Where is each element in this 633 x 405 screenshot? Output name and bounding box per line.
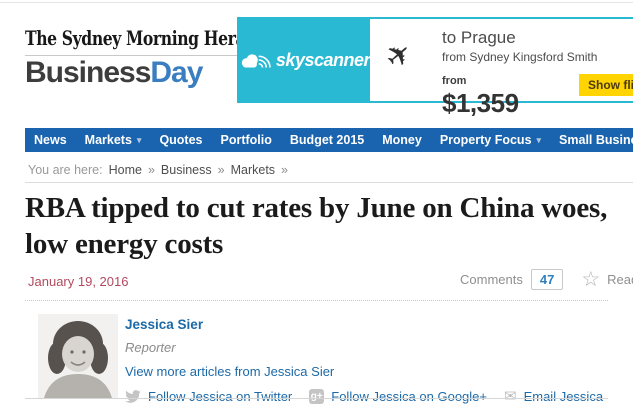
chevron-down-icon: ▾ <box>136 134 142 145</box>
breadcrumb-prefix: You are here: <box>28 163 103 177</box>
businessday-logo-business: Business <box>25 56 151 89</box>
author-more-articles-link[interactable]: View more articles from Jessica Sier <box>125 364 335 379</box>
breadcrumb-divider <box>25 182 633 183</box>
author-role: Reporter <box>125 340 176 355</box>
businessday-logo-day: Day <box>150 56 203 89</box>
email-author-link[interactable]: ✉ Email Jessica <box>504 388 604 405</box>
breadcrumb-separator: » <box>281 163 288 177</box>
breadcrumb-link-home[interactable]: Home <box>108 163 142 177</box>
page-top-divider <box>0 2 633 3</box>
masthead: The Sydney Morning Herald BusinessDay <box>25 26 328 90</box>
author-section-bottom-divider <box>25 398 608 399</box>
nav-item-money[interactable]: Money <box>382 133 422 147</box>
businessday-logo-link[interactable]: BusinessDay <box>25 56 203 89</box>
googleplus-icon: g+ <box>309 389 325 404</box>
breadcrumb: You are here: Home » Business » Markets … <box>28 163 288 177</box>
author-name-link[interactable]: Jessica Sier <box>125 317 204 332</box>
masthead-divider <box>25 55 238 56</box>
nav-item-portfolio[interactable]: Portfolio <box>220 133 272 147</box>
skyscanner-logo-panel: skyscanner <box>239 19 371 101</box>
nav-item-news[interactable]: News <box>34 133 67 147</box>
nav-item-markets[interactable]: Markets ▾ <box>84 133 142 147</box>
author-social-links: Follow Jessica on Twitter g+ Follow Jess… <box>125 389 620 404</box>
plane-icon: ✈ <box>379 34 420 77</box>
smh-masthead-link[interactable]: The Sydney Morning Herald <box>25 26 262 50</box>
article-meta-actions: Comments 47 ☆ Read later <box>460 269 633 290</box>
nav-item-budget-2015[interactable]: Budget 2015 <box>289 133 365 147</box>
author-info: Jessica Sier Reporter View more articles… <box>125 317 620 404</box>
skyscanner-cloud-icon <box>241 54 271 68</box>
breadcrumb-link-markets[interactable]: Markets <box>230 163 276 177</box>
main-navigation: News Markets ▾ Quotes Portfolio Budget 20… <box>25 128 633 152</box>
ad-destination: to Prague <box>442 28 516 47</box>
nav-item-quotes[interactable]: Quotes <box>159 133 203 147</box>
email-icon: ✉ <box>504 388 517 405</box>
nav-item-small-business[interactable]: Small Business▾ <box>559 133 633 147</box>
breadcrumb-separator: » <box>147 163 155 177</box>
ad-offer-text: to Prague from Sydney Kingsford Smith fr… <box>442 28 597 119</box>
author-section-divider <box>25 300 608 301</box>
comments-count-badge[interactable]: 47 <box>530 269 564 290</box>
chevron-down-icon: ▾ <box>536 134 542 145</box>
ad-from-label: from <box>442 75 467 87</box>
article-headline: RBA tipped to cut rates by June on China… <box>25 192 608 260</box>
breadcrumb-separator: » <box>217 163 225 177</box>
follow-twitter-link[interactable]: Follow Jessica on Twitter <box>125 389 292 404</box>
author-avatar <box>38 314 118 398</box>
show-flights-button[interactable]: Show flights <box>579 74 633 96</box>
read-later-star-icon[interactable]: ☆ <box>581 268 601 291</box>
twitter-icon <box>125 390 141 403</box>
skyscanner-wordmark: skyscanner <box>275 49 371 70</box>
breadcrumb-link-business[interactable]: Business <box>160 163 212 177</box>
read-later-link[interactable]: Read later <box>607 272 633 287</box>
skyscanner-ad-banner[interactable]: skyscanner ✈ to Prague from Sydney Kings… <box>237 17 633 118</box>
article-date: January 19, 2016 <box>28 274 129 289</box>
nav-item-property-focus[interactable]: Property Focus ▾ <box>439 133 542 147</box>
comments-label: Comments <box>460 272 523 287</box>
ad-price: $1,359 <box>442 88 519 118</box>
follow-googleplus-link[interactable]: g+ Follow Jessica on Google+ <box>309 389 487 404</box>
ad-origin: from Sydney Kingsford Smith <box>442 50 598 64</box>
